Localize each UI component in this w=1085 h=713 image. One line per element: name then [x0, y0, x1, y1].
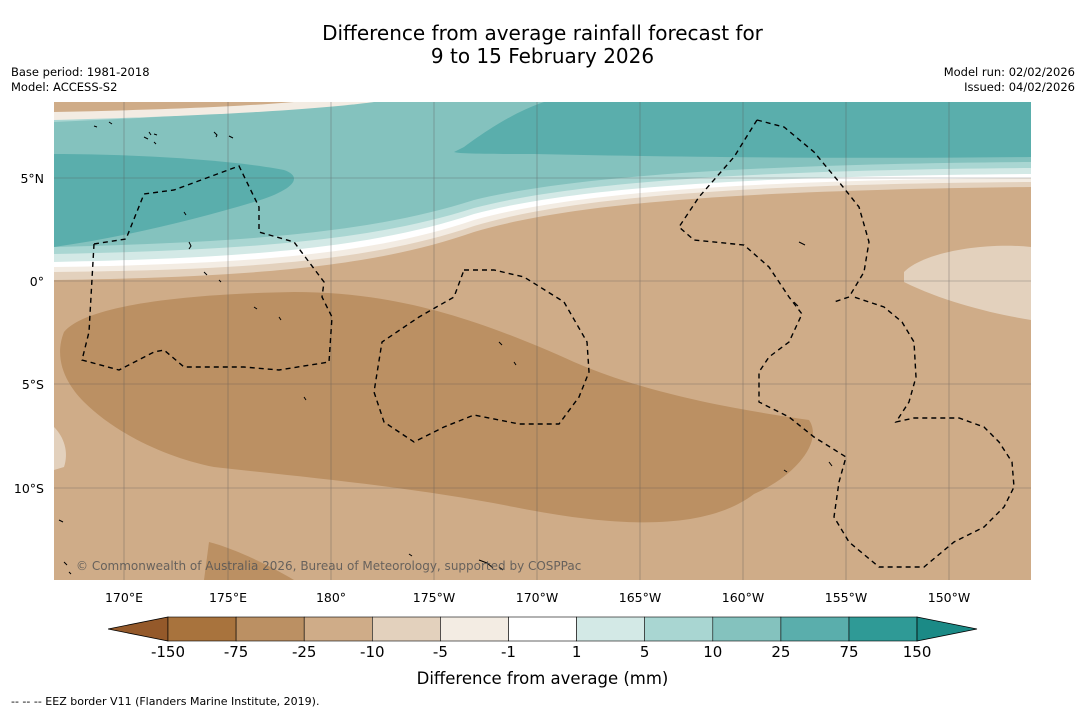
islands	[58, 121, 833, 575]
colorbar-end-high	[916, 616, 978, 642]
issued-text: Issued: 04/02/2026	[964, 80, 1075, 94]
colorbar-segment	[712, 616, 782, 642]
meta-left: Base period: 1981-2018 Model: ACCESS-S2	[11, 65, 150, 95]
colorbar-tick-label: -25	[291, 643, 317, 661]
colorbar-tick-label: -1	[501, 643, 516, 661]
lon-label-180: 180°	[315, 590, 347, 605]
meta-right: Model run: 02/02/2026 Issued: 04/02/2026	[944, 65, 1075, 95]
colorbar-tick-label: 1	[571, 643, 582, 661]
colorbar-tick-label: -75	[223, 643, 249, 661]
rainfall-anomaly-map: © Commonwealth of Australia 2026, Bureau…	[54, 102, 1031, 580]
light-dry-patch-east	[904, 245, 1031, 320]
colorbar-segment	[167, 616, 237, 642]
colorbar-tick-label: 10	[703, 643, 723, 661]
colorbar-tick-label: 150	[902, 643, 932, 661]
colorbar-segment	[576, 616, 646, 642]
colorbar-segment	[848, 616, 918, 642]
copyright-text: © Commonwealth of Australia 2026, Bureau…	[76, 559, 581, 573]
lon-label-175w: 175°W	[412, 590, 456, 605]
colorbar-segment	[440, 616, 509, 642]
colorbar-tick-label: 5	[639, 643, 650, 661]
colorbar-segment	[780, 616, 850, 642]
lon-label-170w: 170°W	[515, 590, 559, 605]
model-text: Model: ACCESS-S2	[11, 80, 118, 94]
chart-title-line1: Difference from average rainfall forecas…	[322, 21, 763, 45]
dry-strip-top	[54, 102, 294, 112]
colorbar-tick-label: -10	[360, 643, 385, 661]
colorbar-tick-label: -5	[432, 643, 448, 661]
colorbar-title: Difference from average (mm)	[416, 669, 669, 688]
lat-label-0: 0°	[29, 274, 44, 289]
lat-label-10s: 10°S	[13, 481, 44, 496]
chart-title-line2: 9 to 15 February 2026	[430, 44, 655, 68]
lon-label-150w: 150°W	[927, 590, 971, 605]
light-dry-patch-west	[54, 427, 66, 470]
colorbar	[108, 616, 978, 642]
footer-eez-note: -- -- -- EEZ border V11 (Flanders Marine…	[11, 695, 320, 708]
lat-label-5s: 5°S	[21, 377, 44, 392]
model-run-text: Model run: 02/02/2026	[943, 65, 1075, 79]
colorbar-tick-label: 75	[839, 643, 859, 661]
colorbar-end-low	[108, 616, 169, 642]
colorbar-segment	[508, 616, 577, 642]
lon-label-175e: 175°E	[208, 590, 247, 605]
colorbar-segment	[235, 616, 305, 642]
colorbar-tick-label: 25	[771, 643, 791, 661]
eez-borders	[81, 119, 1015, 568]
wet-blob-west	[54, 154, 294, 247]
lon-label-160w: 160°W	[721, 590, 765, 605]
colorbar-segments	[167, 616, 918, 642]
colorbar-segment	[371, 616, 441, 642]
wet-blob-east	[454, 102, 1031, 158]
lon-label-155w: 155°W	[824, 590, 868, 605]
base-period-text: Base period: 1981-2018	[11, 65, 150, 79]
lon-label-165w: 165°W	[618, 590, 662, 605]
colorbar-tick-label: -150	[150, 643, 186, 661]
colorbar-segment	[644, 616, 714, 642]
colorbar-segment	[303, 616, 373, 642]
dry-band-stronger	[60, 292, 813, 523]
lon-label-170e: 170°E	[104, 590, 143, 605]
lat-label-5n: 5°N	[20, 171, 44, 186]
dry-patch-bottom	[204, 542, 294, 580]
